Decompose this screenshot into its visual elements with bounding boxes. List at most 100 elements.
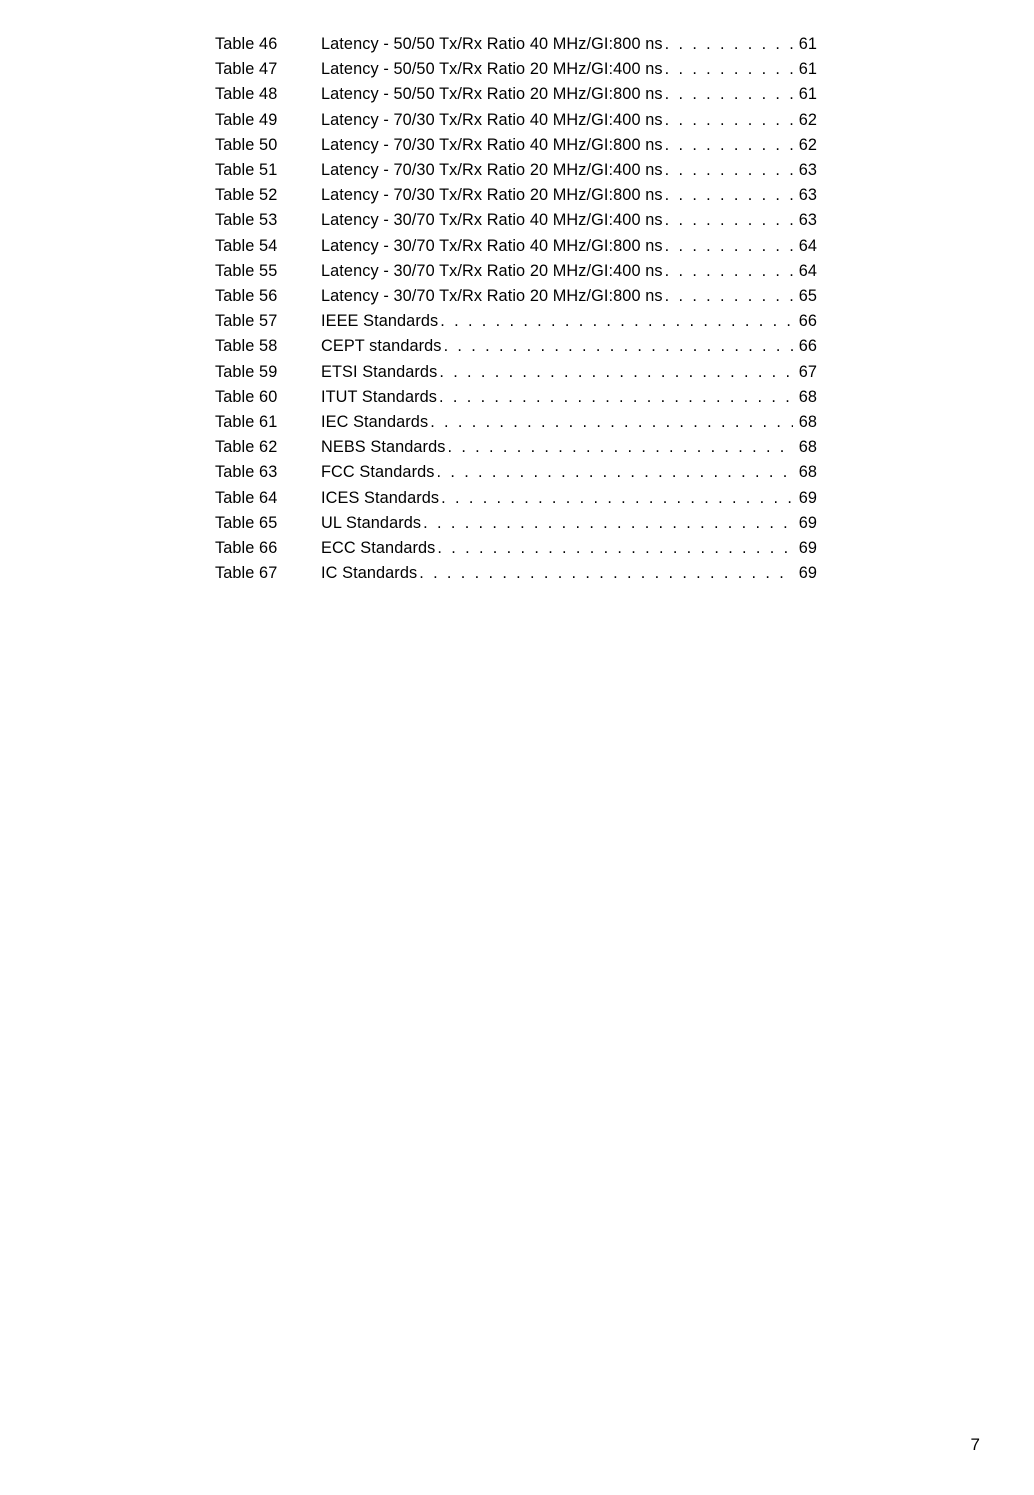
toc-entry-title: ITUT Standards	[321, 385, 437, 410]
toc-entry-label: Table 51	[215, 158, 321, 183]
toc-entry-page: 63	[793, 208, 817, 233]
toc-row: Table 55Latency - 30/70 Tx/Rx Ratio 20 M…	[215, 259, 817, 284]
toc-entry-title: Latency - 50/50 Tx/Rx Ratio 20 MHz/GI:80…	[321, 82, 663, 107]
toc-entry-title: Latency - 30/70 Tx/Rx Ratio 40 MHz/GI:40…	[321, 208, 663, 233]
toc-row: Table 64ICES Standards . . . . . . . . .…	[215, 486, 817, 511]
toc-entry-page: 69	[793, 486, 817, 511]
toc-leader-dots: . . . . . . . . . . . . . . . . . . . . …	[663, 284, 793, 309]
toc-entry-title: Latency - 70/30 Tx/Rx Ratio 20 MHz/GI:80…	[321, 183, 663, 208]
toc-entry-label: Table 56	[215, 284, 321, 309]
toc-entry-title: NEBS Standards	[321, 435, 445, 460]
toc-entry-page: 68	[793, 410, 817, 435]
toc-entry-page: 64	[793, 234, 817, 259]
toc-row: Table 65UL Standards . . . . . . . . . .…	[215, 511, 817, 536]
toc-entry-title: Latency - 70/30 Tx/Rx Ratio 40 MHz/GI:40…	[321, 108, 663, 133]
toc-leader-dots: . . . . . . . . . . . . . . . . . . . . …	[663, 208, 793, 233]
toc-leader-dots: . . . . . . . . . . . . . . . . . . . . …	[442, 334, 793, 359]
toc-entry-title: IC Standards	[321, 561, 417, 586]
toc-row: Table 62NEBS Standards . . . . . . . . .…	[215, 435, 817, 460]
toc-entry-label: Table 54	[215, 234, 321, 259]
toc-page: Table 46Latency - 50/50 Tx/Rx Ratio 40 M…	[215, 32, 817, 586]
toc-leader-dots: . . . . . . . . . . . . . . . . . . . . …	[663, 259, 793, 284]
toc-entry-page: 64	[793, 259, 817, 284]
toc-row: Table 52Latency - 70/30 Tx/Rx Ratio 20 M…	[215, 183, 817, 208]
toc-leader-dots: . . . . . . . . . . . . . . . . . . . . …	[663, 133, 793, 158]
toc-entry-page: 67	[793, 360, 817, 385]
toc-entry-label: Table 57	[215, 309, 321, 334]
toc-entry-label: Table 58	[215, 334, 321, 359]
toc-row: Table 47Latency - 50/50 Tx/Rx Ratio 20 M…	[215, 57, 817, 82]
toc-entry-label: Table 52	[215, 183, 321, 208]
toc-row: Table 56Latency - 30/70 Tx/Rx Ratio 20 M…	[215, 284, 817, 309]
toc-entry-page: 68	[793, 385, 817, 410]
toc-entry-page: 63	[793, 158, 817, 183]
toc-entry-page: 61	[793, 82, 817, 107]
toc-entry-page: 68	[793, 460, 817, 485]
toc-entry-label: Table 50	[215, 133, 321, 158]
toc-entry-title: CEPT standards	[321, 334, 442, 359]
toc-leader-dots: . . . . . . . . . . . . . . . . . . . . …	[421, 511, 793, 536]
toc-row: Table 54Latency - 30/70 Tx/Rx Ratio 40 M…	[215, 234, 817, 259]
toc-entry-page: 63	[793, 183, 817, 208]
toc-entry-label: Table 55	[215, 259, 321, 284]
toc-entry-label: Table 63	[215, 460, 321, 485]
toc-entry-label: Table 59	[215, 360, 321, 385]
toc-leader-dots: . . . . . . . . . . . . . . . . . . . . …	[435, 536, 792, 561]
toc-row: Table 63FCC Standards . . . . . . . . . …	[215, 460, 817, 485]
toc-row: Table 48Latency - 50/50 Tx/Rx Ratio 20 M…	[215, 82, 817, 107]
toc-entry-page: 66	[793, 334, 817, 359]
toc-entry-title: Latency - 70/30 Tx/Rx Ratio 40 MHz/GI:80…	[321, 133, 663, 158]
toc-row: Table 46Latency - 50/50 Tx/Rx Ratio 40 M…	[215, 32, 817, 57]
toc-entry-label: Table 66	[215, 536, 321, 561]
toc-entry-label: Table 64	[215, 486, 321, 511]
toc-leader-dots: . . . . . . . . . . . . . . . . . . . . …	[417, 561, 792, 586]
toc-leader-dots: . . . . . . . . . . . . . . . . . . . . …	[437, 385, 793, 410]
toc-entry-page: 69	[793, 511, 817, 536]
toc-entry-title: IEC Standards	[321, 410, 428, 435]
toc-entry-title: IEEE Standards	[321, 309, 438, 334]
page-number: 7	[971, 1435, 980, 1455]
toc-entry-page: 69	[793, 536, 817, 561]
toc-entry-title: ETSI Standards	[321, 360, 437, 385]
toc-row: Table 50Latency - 70/30 Tx/Rx Ratio 40 M…	[215, 133, 817, 158]
toc-leader-dots: . . . . . . . . . . . . . . . . . . . . …	[663, 108, 793, 133]
toc-entry-label: Table 53	[215, 208, 321, 233]
toc-entry-page: 69	[793, 561, 817, 586]
toc-entry-label: Table 61	[215, 410, 321, 435]
toc-row: Table 67IC Standards . . . . . . . . . .…	[215, 561, 817, 586]
toc-entry-title: Latency - 50/50 Tx/Rx Ratio 20 MHz/GI:40…	[321, 57, 663, 82]
toc-row: Table 58CEPT standards . . . . . . . . .…	[215, 334, 817, 359]
toc-entry-label: Table 46	[215, 32, 321, 57]
toc-leader-dots: . . . . . . . . . . . . . . . . . . . . …	[663, 158, 793, 183]
toc-leader-dots: . . . . . . . . . . . . . . . . . . . . …	[438, 309, 792, 334]
toc-entry-title: Latency - 30/70 Tx/Rx Ratio 20 MHz/GI:40…	[321, 259, 663, 284]
toc-entry-page: 68	[793, 435, 817, 460]
toc-entry-title: Latency - 30/70 Tx/Rx Ratio 40 MHz/GI:80…	[321, 234, 663, 259]
toc-entry-label: Table 49	[215, 108, 321, 133]
toc-leader-dots: . . . . . . . . . . . . . . . . . . . . …	[663, 32, 793, 57]
toc-entry-label: Table 65	[215, 511, 321, 536]
toc-entry-title: UL Standards	[321, 511, 421, 536]
toc-entry-page: 61	[793, 57, 817, 82]
toc-row: Table 59ETSI Standards . . . . . . . . .…	[215, 360, 817, 385]
toc-leader-dots: . . . . . . . . . . . . . . . . . . . . …	[663, 183, 793, 208]
toc-entry-title: Latency - 30/70 Tx/Rx Ratio 20 MHz/GI:80…	[321, 284, 663, 309]
toc-leader-dots: . . . . . . . . . . . . . . . . . . . . …	[435, 460, 793, 485]
toc-leader-dots: . . . . . . . . . . . . . . . . . . . . …	[428, 410, 793, 435]
toc-leader-dots: . . . . . . . . . . . . . . . . . . . . …	[439, 486, 793, 511]
toc-leader-dots: . . . . . . . . . . . . . . . . . . . . …	[445, 435, 792, 460]
toc-entry-title: ECC Standards	[321, 536, 435, 561]
toc-entry-label: Table 48	[215, 82, 321, 107]
toc-entry-label: Table 67	[215, 561, 321, 586]
toc-entry-title: FCC Standards	[321, 460, 435, 485]
toc-leader-dots: . . . . . . . . . . . . . . . . . . . . …	[663, 82, 793, 107]
toc-entry-title: ICES Standards	[321, 486, 439, 511]
toc-row: Table 53Latency - 30/70 Tx/Rx Ratio 40 M…	[215, 208, 817, 233]
toc-entry-page: 65	[793, 284, 817, 309]
toc-row: Table 61IEC Standards . . . . . . . . . …	[215, 410, 817, 435]
toc-entry-label: Table 60	[215, 385, 321, 410]
toc-entry-page: 66	[793, 309, 817, 334]
toc-row: Table 57IEEE Standards . . . . . . . . .…	[215, 309, 817, 334]
toc-list: Table 46Latency - 50/50 Tx/Rx Ratio 40 M…	[215, 32, 817, 586]
toc-row: Table 60ITUT Standards . . . . . . . . .…	[215, 385, 817, 410]
